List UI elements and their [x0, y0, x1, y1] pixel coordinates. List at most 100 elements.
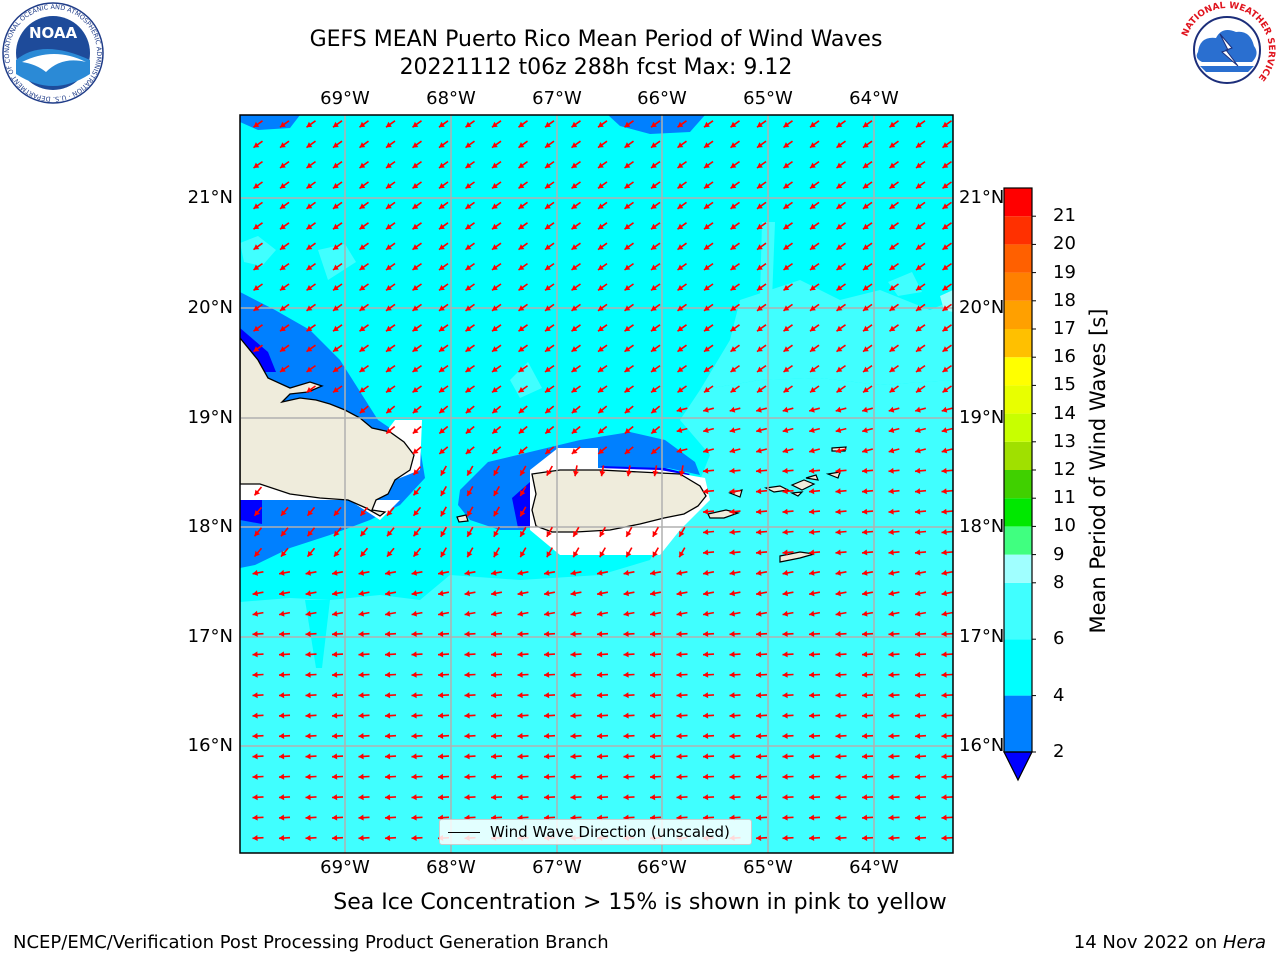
wind-wave-arrow: [809, 140, 820, 149]
virgin-islands: [764, 474, 819, 497]
wind-wave-arrow: [384, 794, 397, 801]
wind-wave-arrow: [625, 547, 633, 558]
wind-wave-arrow: [571, 262, 581, 271]
wind-wave-arrow: [730, 385, 740, 394]
wind-wave-arrow: [358, 733, 370, 739]
wind-wave-arrow: [836, 262, 846, 271]
wind-wave-arrow: [437, 692, 450, 699]
wind-wave-arrow: [517, 712, 529, 719]
wind-wave-arrow: [808, 835, 821, 841]
wind-wave-arrow: [358, 794, 370, 801]
wind-wave-arrow: [438, 222, 449, 230]
wind-wave-arrow: [703, 385, 714, 394]
wind-wave-arrow: [782, 753, 794, 760]
wind-wave-arrow: [517, 733, 529, 739]
wind-wave-arrow: [597, 405, 608, 414]
colorbar: [1003, 187, 1036, 782]
wind-wave-arrow: [755, 753, 768, 760]
wind-wave-arrow: [941, 406, 953, 413]
wind-wave-arrow: [836, 160, 846, 169]
wind-wave-arrow: [649, 794, 662, 801]
wind-wave-arrow: [411, 794, 423, 801]
colorbar-tick-label: 18: [1053, 289, 1076, 311]
wind-wave-arrow: [491, 160, 502, 169]
wind-wave-arrow: [836, 364, 846, 373]
wind-wave-arrow: [278, 835, 291, 841]
wind-wave-arrow: [252, 773, 264, 780]
wind-wave-arrow: [465, 222, 475, 230]
wind-wave-arrow: [676, 447, 688, 454]
wind-wave-arrow: [941, 753, 953, 760]
wind-wave-arrow: [572, 547, 580, 558]
wind-wave-arrow: [359, 344, 369, 353]
wind-wave-arrow: [889, 120, 899, 128]
wind-wave-arrow: [782, 508, 794, 515]
wind-wave-arrow: [677, 120, 687, 128]
wind-wave-arrow: [649, 773, 662, 780]
wind-wave-arrow: [385, 262, 396, 271]
wind-wave-arrow: [306, 242, 316, 251]
wind-wave-arrow: [650, 283, 661, 292]
wind-wave-arrow: [676, 631, 688, 637]
wind-wave-arrow: [279, 303, 290, 312]
wind-wave-arrow: [624, 303, 634, 312]
wind-wave-arrow: [678, 547, 686, 558]
wind-wave-arrow: [809, 242, 820, 251]
wind-wave-arrow: [650, 446, 661, 455]
wind-wave-arrow: [546, 547, 553, 558]
wind-wave-arrow: [543, 794, 556, 801]
wind-wave-arrow: [384, 753, 397, 760]
wind-wave-arrow: [252, 835, 264, 841]
wind-wave-arrow: [941, 529, 953, 535]
wind-wave-arrow: [305, 712, 317, 719]
wind-wave-arrow: [808, 569, 821, 576]
wind-wave-arrow: [649, 733, 662, 739]
wind-wave-arrow: [782, 835, 794, 841]
wind-wave-arrow: [490, 569, 503, 576]
wind-wave-arrow: [384, 671, 397, 678]
wind-wave-arrow: [835, 549, 847, 556]
wind-wave-arrow: [491, 262, 502, 271]
wind-wave-arrow: [412, 527, 422, 537]
wind-wave-arrow: [835, 692, 847, 699]
wind-wave-arrow: [808, 712, 821, 719]
wind-wave-arrow: [809, 262, 820, 271]
sea-period-2-4-north-zone: [608, 115, 705, 134]
wind-wave-arrow: [835, 794, 847, 801]
wind-wave-arrow: [465, 283, 475, 292]
lat-tick-right: 17°N: [959, 626, 1005, 647]
wind-wave-arrow: [571, 160, 581, 169]
wind-wave-arrow: [836, 201, 846, 210]
wind-wave-arrow: [571, 324, 581, 332]
wind-wave-arrow: [517, 610, 529, 617]
wind-wave-arrow: [942, 385, 952, 394]
wind-wave-arrow: [623, 733, 635, 739]
wind-wave-arrow: [941, 814, 953, 821]
wind-wave-arrow: [862, 160, 873, 169]
wind-wave-arrow: [756, 303, 767, 312]
wind-wave-arrow: [729, 569, 741, 576]
wind-wave-arrow: [490, 590, 503, 597]
wind-wave-arrow: [624, 262, 634, 271]
lon-tick-top: 66°W: [637, 88, 687, 109]
wind-wave-arrow: [438, 201, 449, 210]
wind-wave-arrow: [306, 364, 316, 373]
wind-wave-arrow: [412, 201, 422, 210]
wind-wave-arrow: [437, 651, 450, 658]
wind-wave-arrow: [412, 405, 422, 414]
wind-wave-arrow: [253, 262, 263, 271]
wind-wave-arrow: [703, 160, 714, 169]
wind-wave-arrow: [518, 303, 528, 312]
legend-label: Wind Wave Direction (unscaled): [490, 823, 730, 841]
wind-wave-arrow: [809, 324, 820, 332]
wind-wave-arrow: [782, 631, 794, 637]
footer-branch: NCEP/EMC/Verification Post Processing Pr…: [13, 932, 609, 953]
wind-wave-arrow: [729, 590, 741, 597]
wind-wave-arrow: [412, 222, 422, 230]
wind-wave-arrow: [279, 324, 290, 332]
wind-wave-arrow: [306, 344, 316, 353]
wind-wave-arrow: [412, 344, 422, 353]
wind-wave-arrow: [755, 569, 768, 576]
wind-wave-arrow: [571, 405, 581, 414]
wind-wave-arrow: [253, 120, 263, 128]
